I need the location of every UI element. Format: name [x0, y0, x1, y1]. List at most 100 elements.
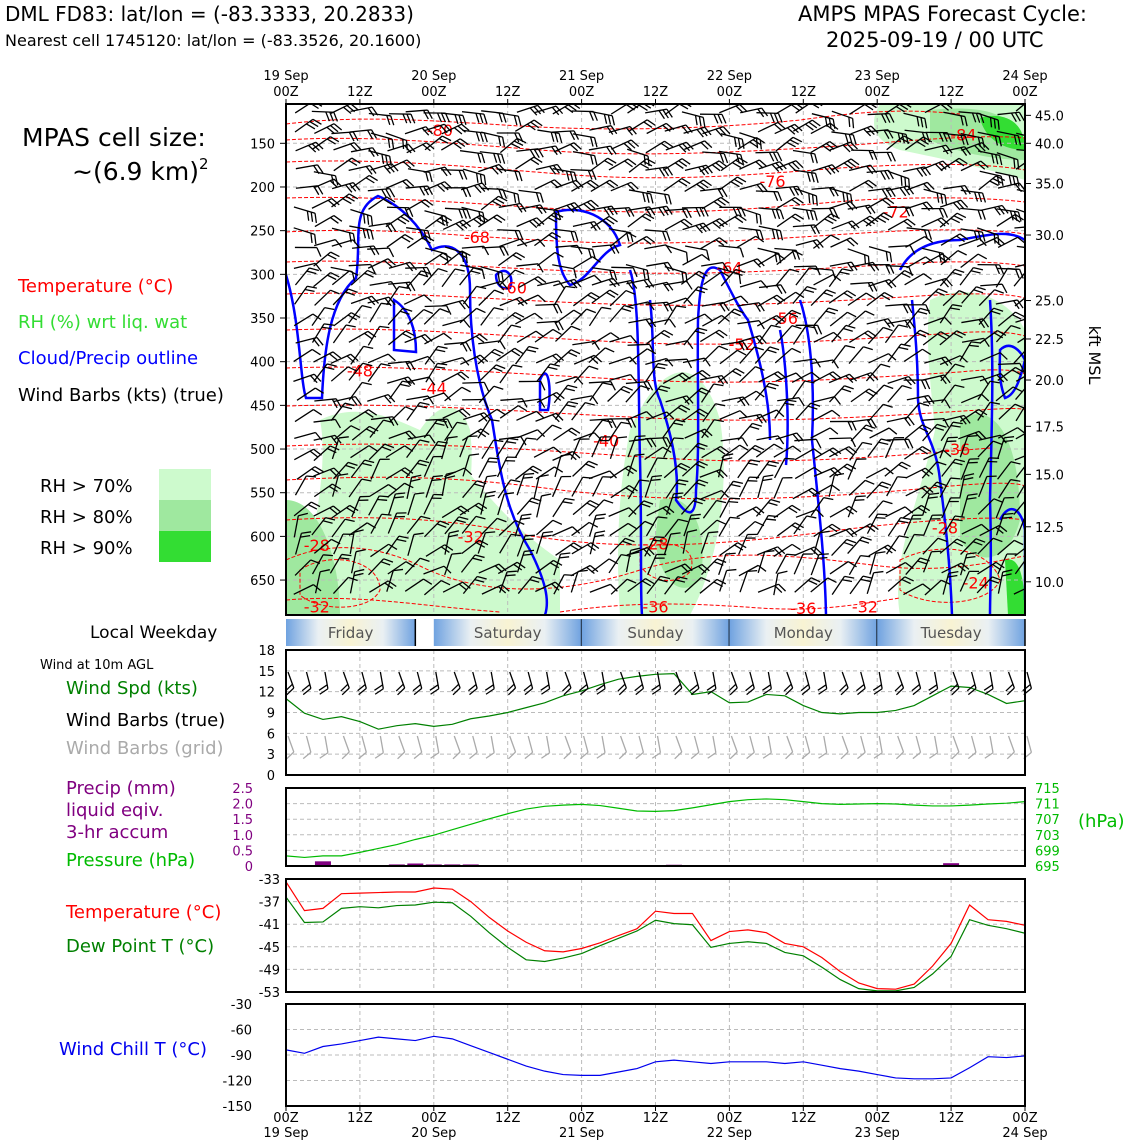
wind-barb	[904, 445, 932, 460]
weekday-band	[286, 619, 416, 646]
wind-barb	[1015, 370, 1025, 382]
wind-barb	[422, 268, 448, 286]
wind-barb	[717, 308, 744, 325]
wind-barb	[719, 349, 747, 365]
wind-barb	[311, 197, 340, 209]
surface-grid-barb	[302, 735, 312, 760]
wind-barb	[646, 122, 675, 135]
wind-barb	[923, 514, 942, 536]
wind-barb	[1015, 156, 1025, 170]
wind-barb	[681, 206, 709, 217]
wind-barb	[699, 113, 727, 124]
wind-barb	[385, 535, 409, 555]
surface-grid-barb	[507, 735, 517, 760]
wind-barb	[348, 381, 372, 401]
wind-barb	[370, 513, 392, 534]
wind-barb	[997, 366, 1025, 381]
wind-tick-label: 12	[258, 686, 275, 701]
wind-barb	[812, 234, 840, 249]
hpa-label: (hPa)	[1078, 811, 1125, 832]
wind-barb	[887, 343, 911, 363]
wind-barb	[869, 551, 886, 575]
wind-barb	[589, 382, 613, 402]
wind-barb	[774, 347, 802, 364]
wind-barb	[588, 419, 613, 438]
pressure-tick-label: 500	[250, 443, 275, 458]
surface-wind-barb	[856, 671, 866, 696]
pressure-tick-label: 550	[250, 487, 275, 502]
wind-barb	[294, 104, 323, 114]
wind-barb	[294, 531, 312, 555]
wind-barb	[514, 513, 532, 537]
surface-wind-barb	[395, 671, 406, 696]
wind-barb	[293, 206, 318, 224]
wind-barb	[589, 125, 618, 135]
wind-barb	[444, 516, 469, 535]
wind-barb	[736, 258, 765, 268]
wind-barb	[701, 419, 724, 439]
weekday-label: Monday	[774, 624, 833, 642]
wind-barb	[628, 189, 654, 204]
wind-barb	[718, 516, 740, 537]
wind-barb	[333, 461, 358, 480]
bottom-hour-label: 12Z	[643, 1111, 669, 1126]
wind-barb	[663, 462, 691, 479]
temperature-contour-label: -28	[932, 519, 958, 538]
wind-barb	[756, 112, 783, 123]
panel-frame	[285, 878, 1026, 993]
wind-barb	[737, 422, 762, 441]
kft-tick-label: 30.0	[1035, 229, 1064, 244]
wind-barb	[314, 238, 343, 248]
temp-contour	[299, 559, 381, 608]
wind-barb	[830, 237, 859, 248]
wind-barb	[477, 348, 504, 365]
wind-barb	[682, 442, 708, 460]
surface-wind-barb	[484, 671, 495, 695]
wind-barb	[553, 552, 571, 576]
wind-barb	[293, 512, 309, 538]
wind-barb	[611, 266, 638, 278]
wind-barb	[405, 185, 434, 196]
wind-barb	[588, 347, 615, 364]
wind-barb	[331, 436, 349, 460]
wind-barb	[535, 163, 564, 175]
wind-barb	[665, 340, 694, 350]
surface-wind-barb	[950, 671, 960, 696]
wind-barb	[515, 312, 543, 325]
wind-barb	[979, 352, 1008, 362]
wind-barb	[462, 575, 487, 595]
wind-barb	[628, 158, 656, 173]
weekday-bar-label: Local Weekday	[90, 623, 217, 643]
wind-barb	[608, 158, 637, 171]
wind-barb	[998, 479, 1021, 499]
wind-barb	[368, 150, 392, 166]
wind-barb	[683, 479, 709, 497]
wind-barb	[609, 522, 637, 537]
wind-barb	[571, 179, 599, 192]
wind-barb	[314, 289, 340, 306]
wind-barb	[646, 411, 675, 421]
surface-grid-barb	[651, 735, 662, 759]
wind-barb	[700, 237, 728, 250]
wind-barb	[756, 314, 785, 327]
wind-barb	[572, 460, 598, 477]
wind-barb	[700, 519, 727, 536]
wind-barb	[681, 408, 709, 423]
wind-barb	[683, 126, 712, 138]
wind-barb	[573, 256, 601, 269]
bottom-hour-label: 12Z	[791, 1111, 817, 1126]
wind-barb	[776, 325, 802, 343]
wind-barb	[942, 570, 959, 595]
wind-barb	[1016, 245, 1025, 250]
wind-barb	[407, 532, 424, 556]
wind-barb	[851, 523, 879, 536]
weekday-label: Tuesday	[920, 624, 982, 642]
wind-barb	[977, 537, 1003, 555]
wind-barb	[572, 221, 601, 231]
wind-barb	[293, 373, 322, 384]
wind-barbs-main	[293, 104, 1025, 596]
wind-barb	[349, 409, 378, 423]
wind-barb	[719, 104, 748, 114]
wind-barb	[516, 410, 545, 421]
wind-barb	[906, 181, 935, 192]
